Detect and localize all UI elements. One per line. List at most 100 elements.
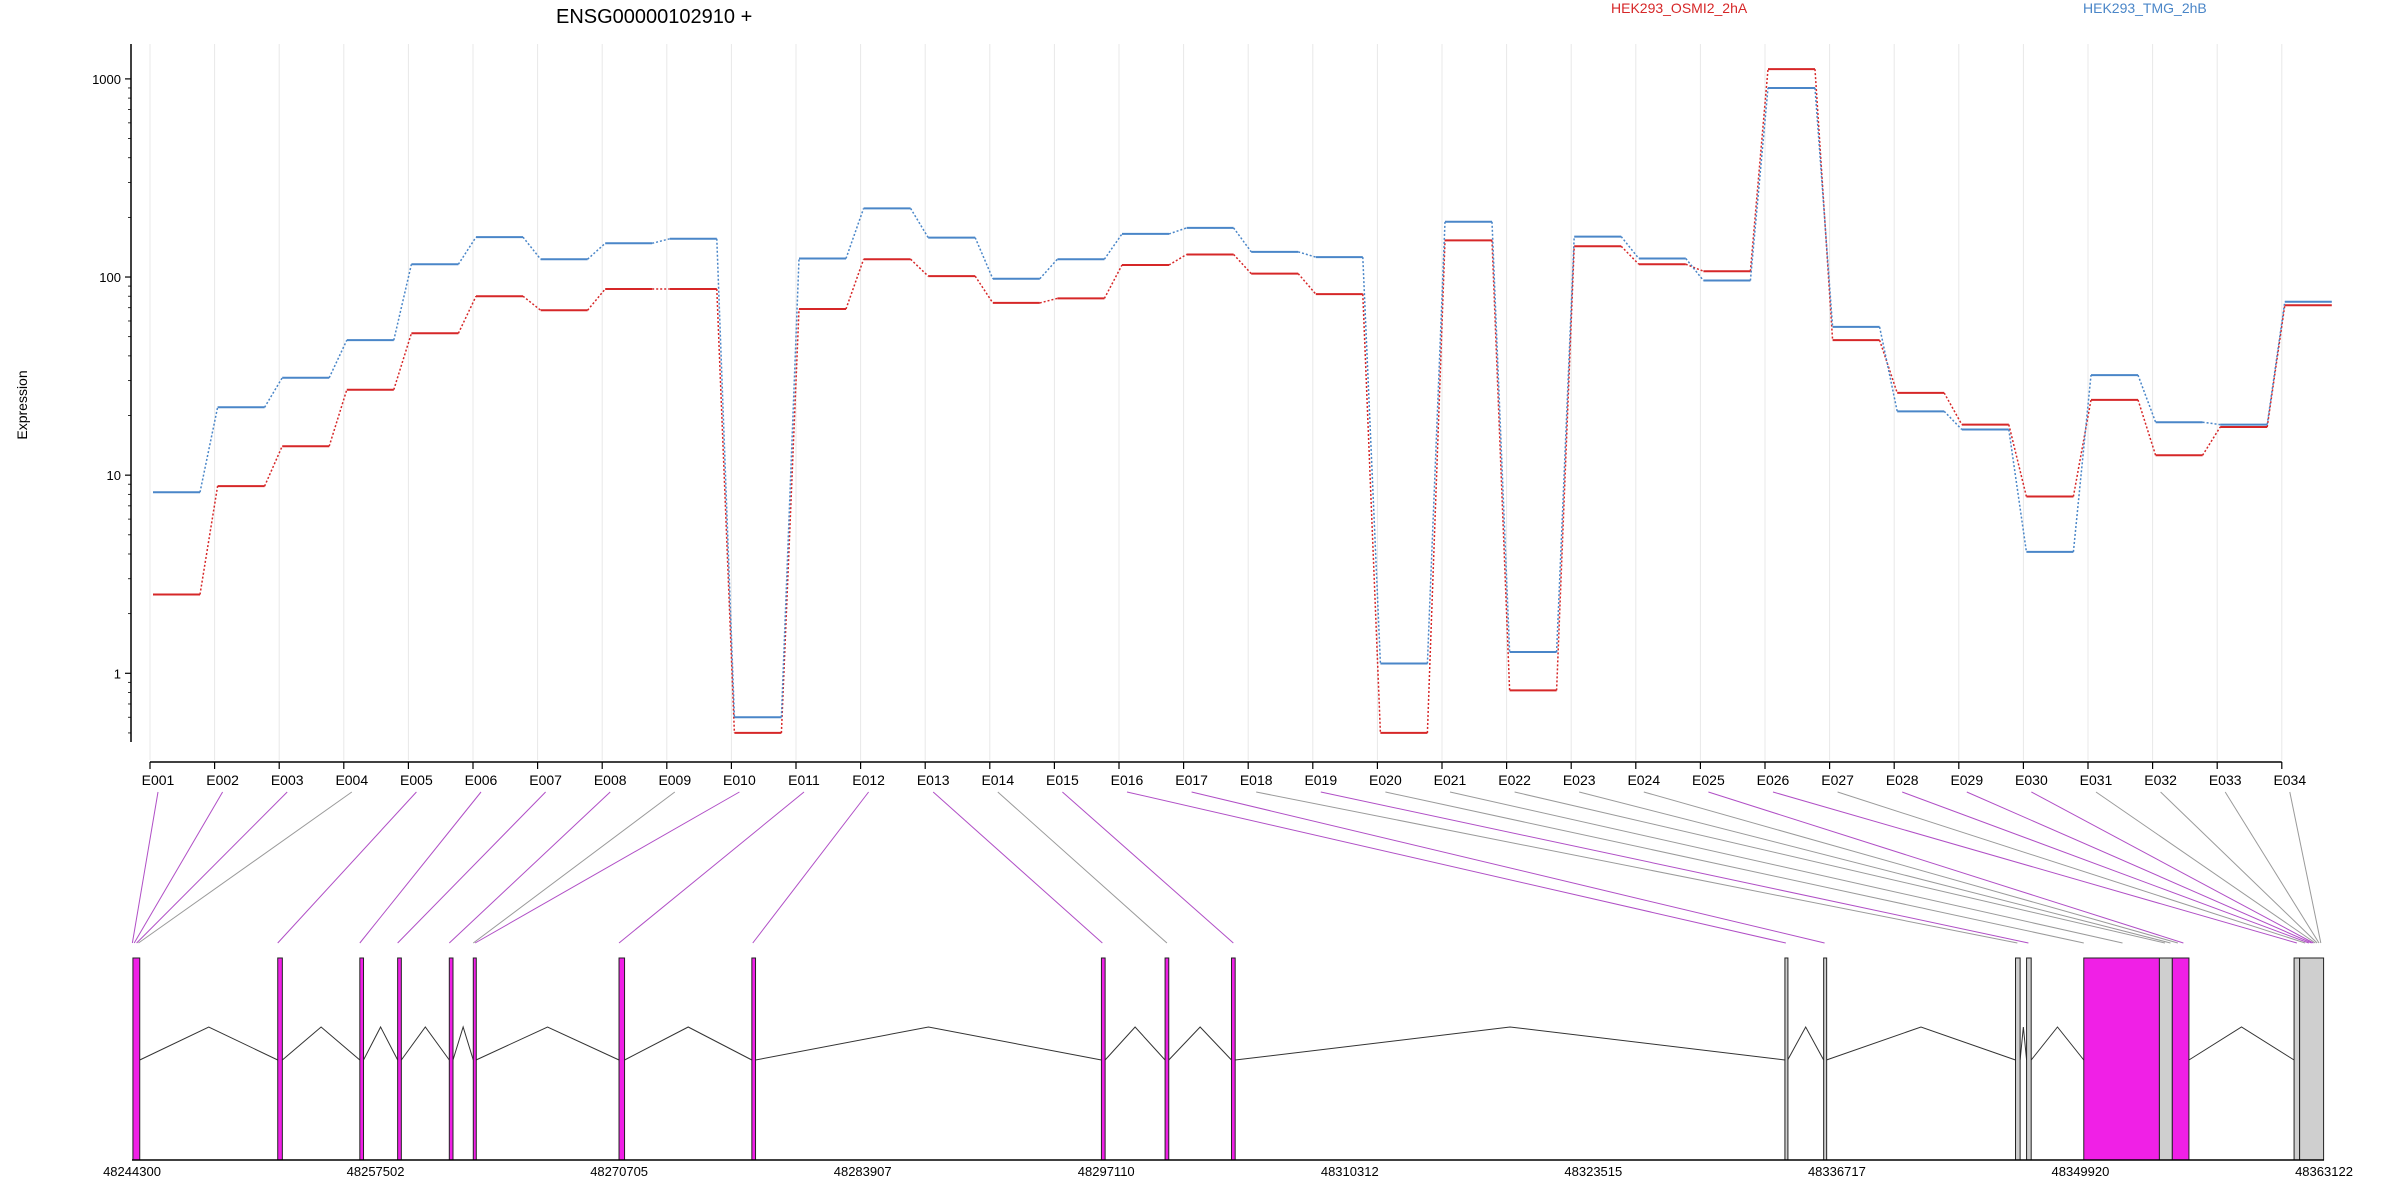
intron-2 [282, 1026, 361, 1061]
exon-block-16 [2083, 957, 2160, 1161]
step-connector [1814, 69, 1834, 341]
exon-label-e007: E007 [529, 772, 562, 788]
connector-e004 [138, 791, 353, 944]
step-connector [1685, 258, 1704, 282]
step-connector [522, 236, 542, 260]
step-connector [1232, 227, 1252, 253]
connector-e033 [2224, 791, 2320, 944]
intron-7 [624, 1026, 753, 1061]
exon-label-e012: E012 [852, 772, 885, 788]
step-connector [780, 308, 800, 733]
genomic-tick-label: 48349920 [2052, 1164, 2110, 1179]
connector-e012 [752, 791, 869, 944]
exon-label-e029: E029 [1950, 772, 1983, 788]
exon-label-e009: E009 [658, 772, 691, 788]
step-connector [1168, 227, 1187, 235]
step-connector [1168, 253, 1187, 266]
step-connector [1749, 69, 1769, 272]
intron-18 [2188, 1026, 2295, 1061]
connector-e008 [448, 791, 611, 944]
step-connector [587, 288, 606, 311]
exon-block-2 [277, 957, 283, 1161]
step-connector [2202, 421, 2221, 426]
vertical-gridlines [149, 44, 2283, 760]
intron-6 [475, 1026, 620, 1061]
connector-e028 [1902, 791, 2310, 944]
step-connector [2201, 426, 2221, 456]
connector-e034 [2289, 791, 2322, 944]
step-connector [845, 208, 865, 259]
genomic-coordinate-axis: 48244300 48257502 48270705 48283907 48297110… [103, 1159, 2353, 1179]
exon-label-e015: E015 [1046, 772, 1079, 788]
step-connector [2266, 305, 2286, 428]
exon-block-5 [448, 957, 454, 1161]
step-connector [1943, 410, 1963, 431]
step-connector [1362, 294, 1382, 733]
exon-label-e002: E002 [206, 772, 239, 788]
connector-e032 [2160, 791, 2318, 944]
intron-9 [1104, 1026, 1166, 1061]
genomic-tick-label: 48270705 [590, 1164, 648, 1179]
intron-11 [1235, 1026, 1785, 1061]
step-connector [328, 339, 348, 379]
x-axis-exons: E001 E002 E003 E004 E005 E006 E007 E008 E009 E010… [142, 761, 2306, 788]
y-tick-label: 10 [107, 468, 121, 483]
exon-block-10 [1164, 957, 1170, 1161]
connector-e014 [997, 791, 1168, 944]
step-connector [1426, 221, 1446, 664]
intron-12 [1787, 1025, 1825, 1061]
step-connector [1297, 251, 1317, 258]
connector-e009 [472, 791, 676, 944]
exon-block-7 [618, 957, 626, 1161]
connector-e003 [136, 791, 288, 944]
intron-8 [755, 1026, 1102, 1061]
genomic-tick-label: 48336717 [1808, 1164, 1866, 1179]
step-connector [910, 258, 929, 277]
connector-e024 [1643, 791, 2178, 944]
exon-label-e005: E005 [400, 772, 433, 788]
step-connector [2072, 374, 2092, 552]
step-connector [2008, 424, 2028, 497]
connector-e021 [1449, 791, 2123, 944]
step-connector [1233, 253, 1252, 275]
step-connector [1555, 236, 1575, 653]
connector-e007 [397, 791, 546, 944]
step-connector [1491, 240, 1511, 691]
step-connector [1685, 263, 1704, 272]
series-lines [153, 68, 2332, 734]
exon-block-17 [2158, 957, 2173, 1161]
exon-label-e030: E030 [2015, 772, 2048, 788]
intron-3 [363, 1025, 399, 1061]
exon-label-e022: E022 [1498, 772, 1531, 788]
step-connector [1620, 236, 1640, 259]
exon-label-e003: E003 [271, 772, 304, 788]
step-connector [1039, 297, 1058, 304]
exon-label-e013: E013 [917, 772, 950, 788]
exon-block-11 [1230, 957, 1236, 1161]
connector-e017 [1191, 791, 1825, 944]
exon-label-e021: E021 [1434, 772, 1467, 788]
connector-e022 [1514, 791, 2166, 944]
connector-e029 [1966, 791, 2312, 944]
exon-label-e016: E016 [1111, 772, 1144, 788]
connector-e013 [932, 791, 1103, 944]
exon-label-e027: E027 [1821, 772, 1854, 788]
connector-e001 [131, 791, 159, 944]
connector-e025 [1708, 791, 2184, 944]
legend-entry-tmg: HEK293_TMG_2hB [2083, 0, 2207, 16]
step-connector [909, 208, 929, 239]
connector-e016 [1126, 791, 1786, 944]
genomic-tick-label: 48244300 [103, 1164, 161, 1179]
exon-label-e014: E014 [981, 772, 1014, 788]
gene-model-track [132, 957, 2325, 1161]
step-connector [393, 264, 413, 341]
step-connector [974, 275, 994, 304]
connector-e019 [1320, 791, 2029, 944]
exon-block-19 [2293, 957, 2301, 1161]
step-connector [974, 237, 994, 280]
connector-e023 [1579, 791, 2171, 944]
connector-e020 [1385, 791, 2084, 944]
step-connector [2072, 399, 2092, 497]
step-connector [457, 236, 477, 265]
